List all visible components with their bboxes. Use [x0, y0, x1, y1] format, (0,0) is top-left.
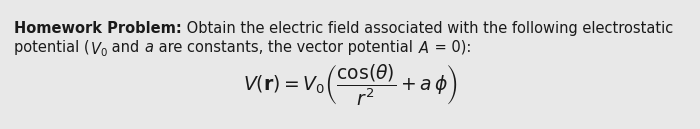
Text: potential (: potential ( [14, 40, 90, 55]
Text: $a$: $a$ [144, 40, 154, 55]
Text: Obtain the electric field associated with the following electrostatic: Obtain the electric field associated wit… [182, 21, 673, 36]
Text: $A$: $A$ [418, 40, 430, 56]
Text: are constants, the vector potential: are constants, the vector potential [154, 40, 418, 55]
Text: and: and [107, 40, 144, 55]
Text: Homework Problem:: Homework Problem: [14, 21, 182, 36]
Text: $V_0$: $V_0$ [90, 40, 107, 59]
Text: = 0):: = 0): [430, 40, 471, 55]
Text: $V(\mathbf{r}) = V_0 \left( \dfrac{\cos(\theta)}{r^2} + a\,\phi \right)$: $V(\mathbf{r}) = V_0 \left( \dfrac{\cos(… [243, 62, 457, 108]
